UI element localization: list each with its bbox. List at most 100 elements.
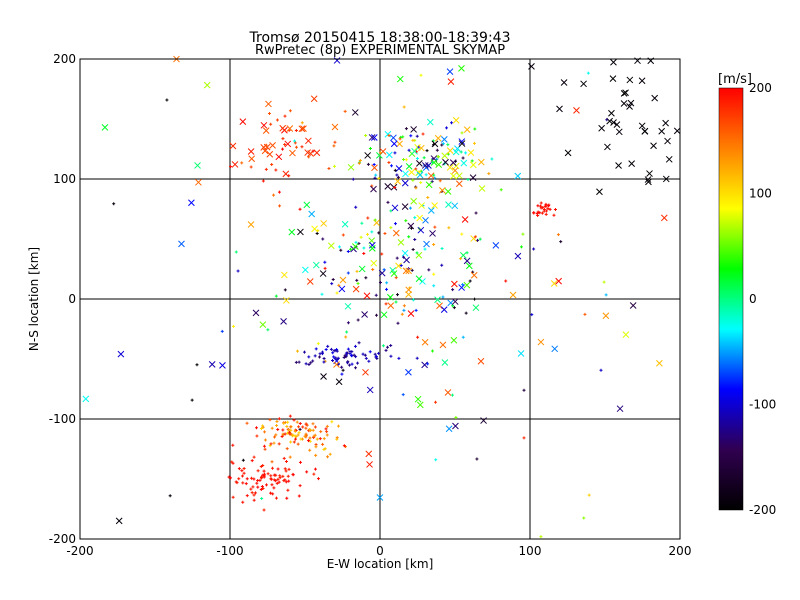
data-point-dot — [324, 347, 328, 351]
data-point-cross — [351, 109, 359, 116]
data-point-dot — [374, 313, 378, 317]
data-point-dot — [587, 493, 591, 497]
data-point-dot — [241, 481, 245, 485]
data-point-cross — [564, 149, 572, 157]
data-point-cross — [402, 267, 410, 275]
data-point-dot — [323, 266, 327, 270]
data-point-cross — [266, 150, 274, 158]
data-point-dot — [270, 163, 274, 167]
data-point-cross — [351, 243, 359, 250]
data-point-dot — [300, 121, 304, 125]
data-point-dot — [352, 353, 356, 357]
data-point-cross — [401, 179, 409, 187]
data-point-cross — [286, 125, 294, 132]
data-point-dot — [252, 477, 256, 481]
data-point-dot — [396, 321, 400, 325]
data-point-dot — [381, 344, 385, 348]
data-point-dot — [349, 247, 353, 251]
data-point-dot — [370, 230, 374, 234]
data-point-dot — [283, 467, 287, 471]
data-point-dot — [466, 177, 470, 181]
data-point-cross — [387, 302, 395, 309]
data-point-dot — [328, 452, 332, 456]
data-point-dot — [331, 351, 335, 355]
data-point-dot — [553, 207, 557, 211]
data-point-dot — [195, 363, 199, 367]
data-point-dot — [245, 494, 249, 498]
data-point-cross — [373, 219, 380, 227]
data-point-dot — [436, 155, 440, 159]
data-point-cross — [260, 121, 268, 129]
data-point-cross — [459, 251, 467, 259]
data-point-dot — [414, 186, 418, 190]
data-point-dot — [415, 156, 419, 160]
data-point-dot — [327, 166, 331, 170]
data-point-dot — [268, 444, 272, 448]
data-point-dot — [289, 440, 293, 444]
data-point-dot — [287, 479, 291, 483]
data-point-cross — [638, 122, 646, 130]
data-point-cross — [303, 201, 311, 209]
data-point-cross — [452, 422, 459, 430]
data-point-dot — [519, 245, 523, 249]
data-point-dot — [190, 398, 194, 402]
data-point-cross — [252, 309, 260, 317]
data-point-dot — [227, 475, 231, 479]
colorbar-tick-label: 100 — [749, 187, 772, 201]
data-point-cross — [312, 261, 320, 269]
data-point-cross — [615, 128, 623, 136]
data-point-dot — [284, 459, 288, 463]
data-point-dot — [296, 442, 300, 446]
y-tick-labels: -200 -100 0 100 200 — [49, 52, 76, 546]
data-point-dot — [464, 151, 468, 155]
data-point-cross — [117, 350, 125, 358]
data-point-dot — [396, 175, 400, 179]
data-point-cross — [101, 124, 109, 131]
data-point-dot — [237, 477, 241, 481]
data-point-cross — [115, 517, 123, 525]
data-point-dot — [344, 335, 348, 339]
data-point-dot — [473, 235, 477, 239]
data-point-dot — [399, 135, 403, 139]
data-point-dot — [368, 350, 372, 354]
data-point-cross — [616, 405, 624, 413]
data-point-cross — [419, 278, 426, 285]
data-point-cross — [259, 321, 267, 329]
data-point-cross — [651, 94, 659, 102]
data-point-dot — [421, 132, 425, 136]
data-point-dot — [413, 216, 417, 220]
data-point-dot — [459, 257, 463, 261]
data-point-dot — [385, 281, 389, 285]
data-point-dot — [559, 240, 563, 244]
data-point-cross — [417, 226, 425, 234]
data-point-dot — [315, 437, 319, 441]
data-point-cross — [596, 188, 603, 196]
data-point-cross — [421, 361, 428, 369]
data-point-dot — [245, 477, 249, 481]
data-point-dot — [297, 494, 301, 498]
data-point-dot — [357, 341, 361, 345]
data-point-dot — [266, 472, 270, 476]
data-point-cross — [660, 214, 668, 222]
data-point-cross — [178, 240, 185, 248]
data-point-dot — [504, 279, 508, 283]
data-point-cross — [673, 127, 681, 135]
data-point-dot — [323, 260, 327, 264]
data-point-cross — [366, 461, 373, 468]
data-point-dot — [363, 353, 367, 357]
data-point-dot — [461, 283, 465, 287]
data-point-cross — [403, 256, 410, 264]
data-point-dot — [366, 216, 370, 220]
data-point-dot — [308, 436, 312, 440]
data-point-cross — [451, 280, 458, 288]
data-point-cross — [368, 241, 376, 249]
data-point-dot — [386, 200, 390, 204]
colorbar-tick-label: -100 — [749, 398, 776, 412]
data-point-cross — [620, 90, 628, 97]
data-point-dot — [263, 447, 267, 451]
data-point-dot — [277, 442, 281, 446]
data-points — [82, 55, 681, 539]
data-point-dot — [536, 204, 540, 208]
data-point-cross — [376, 494, 384, 501]
data-point-cross — [368, 245, 376, 252]
